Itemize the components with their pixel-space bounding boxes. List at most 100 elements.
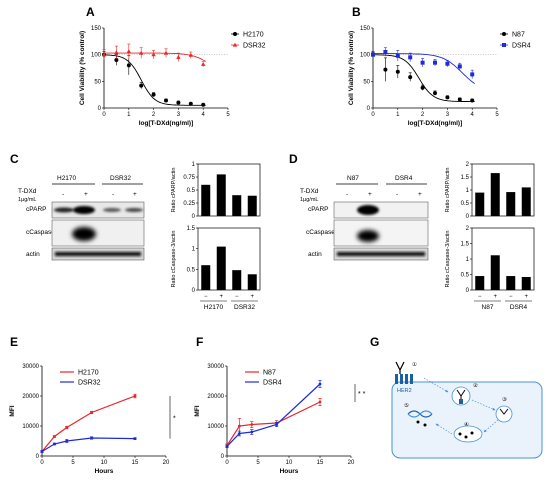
chart-c2-category-label: + xyxy=(250,294,254,300)
chart-c1-bar xyxy=(216,174,226,216)
chart-a-ytick-label: 0 xyxy=(98,106,102,112)
chart-d2-ytick-label: 0.5 xyxy=(461,273,470,279)
blot-c-cell-1: H2170 xyxy=(57,175,77,182)
blot-c-sign-2: + xyxy=(84,191,88,198)
blot-c-band-cparp: cPARP xyxy=(26,206,46,213)
data-point-h2170 xyxy=(90,411,93,414)
legend-marker-dsr32 xyxy=(232,42,238,47)
legend-label-n87: N87 xyxy=(263,370,276,377)
chart-f-xtick-label: 0 xyxy=(225,460,229,466)
data-point-dsr32 xyxy=(133,437,137,440)
chart-c2-ytick-label: 0.5 xyxy=(187,267,196,273)
data-point-n87 xyxy=(238,424,241,428)
chart-d2-y-label: Ratio cCaspase-3/actin xyxy=(445,231,451,288)
western-blot-c: H2170 DSR32 T-DXd 1µg/mL - + - + cPARP c… xyxy=(18,175,145,261)
data-point-n87 xyxy=(318,400,322,404)
data-point-n87 xyxy=(383,67,388,72)
chart-c2-y-label: Ratio cCaspase-3/actin xyxy=(171,231,177,288)
panel-label-g: G xyxy=(370,335,379,349)
bar-chart-c-cparp: 0 0.25 0.5 0.75 1 Ratio cPARP/actin xyxy=(171,162,261,220)
her2-label: HER2 xyxy=(397,388,412,394)
data-point-n87 xyxy=(408,75,413,80)
chart-c1-ytick-label: 0.75 xyxy=(183,175,195,181)
chart-d2-category-label: − xyxy=(509,294,513,300)
data-point-dsr32 xyxy=(176,55,181,59)
data-point-n87 xyxy=(445,95,450,100)
blot-c-sign-4: + xyxy=(133,191,137,198)
chart-c2-category-label: + xyxy=(219,294,223,300)
panel-label-d: D xyxy=(289,152,298,166)
chart-d2-bar xyxy=(506,276,516,290)
dna-icon xyxy=(407,410,433,427)
legend-label-dsr32: DSR32 xyxy=(243,43,266,50)
chart-c2-bar xyxy=(247,274,257,290)
data-point-dsr4 xyxy=(408,55,413,60)
chart-b-y-label: Cell Viability (% control) xyxy=(348,31,355,105)
legend-label-h2170: H2170 xyxy=(78,370,99,377)
chart-b-xtick-label: 5 xyxy=(495,112,499,118)
chart-c1-bar xyxy=(247,195,257,216)
chart-d2-group-label: DSR4 xyxy=(510,304,528,311)
chart-c2-frame xyxy=(197,227,261,291)
chart-d2-ytick-label: 0 xyxy=(466,288,470,294)
chart-e-xtick-label: 0 xyxy=(40,460,44,466)
data-point-dsr4 xyxy=(250,430,254,434)
her2-receptor-icon xyxy=(395,361,413,384)
data-point-dsr32 xyxy=(40,450,44,453)
chart-f-line-dsr4 xyxy=(226,383,321,447)
chart-a-xtick-label: 1 xyxy=(127,112,131,118)
chart-b-xtick-label: 2 xyxy=(421,112,425,118)
chart-e-y-label: MFI xyxy=(9,405,16,416)
step-1: ① xyxy=(412,361,417,368)
chart-c2-ytick-label: 1.5 xyxy=(187,226,196,232)
chart-e-x-label: Hours xyxy=(95,468,114,475)
data-point-h2170 xyxy=(53,435,56,438)
western-blot-d: N87 DSR4 T-DXd 1µg/mL - + - + cPARP cCas… xyxy=(300,175,429,261)
chart-d1-bar xyxy=(506,192,516,216)
legend-label-dsr4: DSR4 xyxy=(263,380,282,387)
data-point-dsr4 xyxy=(457,64,462,69)
chart-c2-bar xyxy=(216,246,226,290)
data-point-h2170 xyxy=(114,58,119,62)
chart-f-x-label: Hours xyxy=(280,468,299,475)
chart-c1-bar xyxy=(201,184,211,216)
data-point-dsr4 xyxy=(420,60,425,65)
data-point-h2170 xyxy=(65,426,69,429)
panel-label-b: B xyxy=(352,5,361,19)
data-point-n87 xyxy=(470,98,475,103)
data-point-dsr4 xyxy=(225,445,229,448)
blot-c-cell-2: DSR32 xyxy=(110,175,131,182)
chart-e-sig-label: * xyxy=(173,415,176,422)
chart-f-ytick-label: 10000 xyxy=(207,424,224,430)
blot-d-dose: 1µg/mL xyxy=(300,197,318,203)
chart-e-xtick-label: 15 xyxy=(132,460,139,466)
chart-f-ytick-label: 20000 xyxy=(207,394,224,400)
blot-d-sign-4: + xyxy=(418,191,422,198)
panel-label-a: A xyxy=(86,5,95,19)
data-point-dsr32 xyxy=(139,50,144,55)
chart-c2-ytick-label: 1 xyxy=(192,247,196,253)
step-3: ③ xyxy=(502,396,507,403)
chart-d2-bar xyxy=(475,276,485,290)
chart-a-x-label: log[T-DXd(ng/ml)] xyxy=(139,120,194,127)
chart-d1-y-label: Ratio cPARP/actin xyxy=(445,168,451,213)
data-point-dsr4 xyxy=(238,432,241,435)
data-point-dsr4 xyxy=(383,50,388,54)
data-point-h2170 xyxy=(151,92,156,97)
chart-a-xtick-label: 3 xyxy=(177,112,181,118)
step-4: ④ xyxy=(464,421,469,428)
data-point-dsr32 xyxy=(114,50,119,55)
mfi-chart-e: 0 5 10 15 20 0 10000 20000 30000 Hours MFI H2170 DSR… xyxy=(9,364,176,475)
blot-d-sign-2: + xyxy=(368,191,372,198)
chart-d1-ytick-label: 0.5 xyxy=(461,201,470,207)
mfi-chart-f: 0 5 10 15 20 0 10000 20000 30000 Hours MFI N87 DSR4 *… xyxy=(194,364,366,475)
chart-e-xtick-label: 20 xyxy=(163,460,170,466)
data-point-dsr32 xyxy=(53,442,56,446)
data-point-dsr32 xyxy=(201,61,206,66)
data-point-dsr4 xyxy=(470,72,475,77)
chart-b-xtick-label: 3 xyxy=(446,112,450,118)
data-point-h2170 xyxy=(133,394,137,398)
legend-marker-n87 xyxy=(502,32,506,36)
panel-label-c: C xyxy=(10,152,19,166)
